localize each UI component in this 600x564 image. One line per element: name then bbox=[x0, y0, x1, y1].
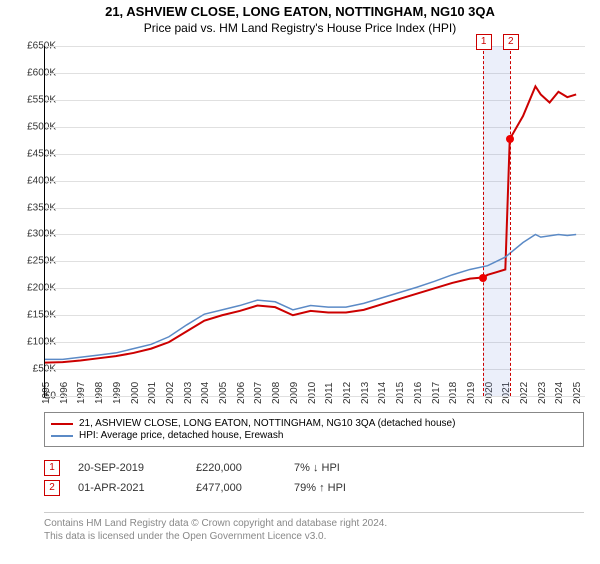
legend: 21, ASHVIEW CLOSE, LONG EATON, NOTTINGHA… bbox=[44, 412, 584, 447]
footer-line-1: Contains HM Land Registry data © Crown c… bbox=[44, 517, 584, 530]
event-row: 2 01-APR-2021 £477,000 79% ↑ HPI bbox=[44, 480, 584, 496]
legend-item: HPI: Average price, detached house, Erew… bbox=[51, 430, 577, 441]
marker-box: 2 bbox=[503, 34, 519, 50]
event-row: 1 20-SEP-2019 £220,000 7% ↓ HPI bbox=[44, 460, 584, 476]
event-change: 79% ↑ HPI bbox=[294, 482, 374, 494]
chart-subtitle: Price paid vs. HM Land Registry's House … bbox=[0, 21, 600, 35]
legend-label: 21, ASHVIEW CLOSE, LONG EATON, NOTTINGHA… bbox=[79, 418, 455, 429]
event-number-box: 1 bbox=[44, 460, 60, 476]
footer-line-2: This data is licensed under the Open Gov… bbox=[44, 530, 584, 543]
event-change: 7% ↓ HPI bbox=[294, 462, 374, 474]
marker-dot bbox=[506, 135, 514, 143]
marker-box: 1 bbox=[476, 34, 492, 50]
legend-item: 21, ASHVIEW CLOSE, LONG EATON, NOTTINGHA… bbox=[51, 418, 577, 429]
event-price: £220,000 bbox=[196, 462, 276, 474]
chart-container: 21, ASHVIEW CLOSE, LONG EATON, NOTTINGHA… bbox=[0, 4, 600, 564]
event-date: 01-APR-2021 bbox=[78, 482, 178, 494]
legend-swatch bbox=[51, 435, 73, 437]
series-line bbox=[45, 234, 576, 359]
legend-label: HPI: Average price, detached house, Erew… bbox=[79, 430, 283, 441]
event-table: 1 20-SEP-2019 £220,000 7% ↓ HPI 2 01-APR-2021… bbox=[44, 456, 584, 500]
event-price: £477,000 bbox=[196, 482, 276, 494]
event-number-box: 2 bbox=[44, 480, 60, 496]
chart-title: 21, ASHVIEW CLOSE, LONG EATON, NOTTINGHA… bbox=[0, 4, 600, 19]
marker-dot bbox=[479, 274, 487, 282]
series-line bbox=[45, 86, 576, 362]
legend-swatch bbox=[51, 423, 73, 425]
footer-attribution: Contains HM Land Registry data © Crown c… bbox=[44, 512, 584, 543]
line-series bbox=[45, 46, 585, 396]
event-date: 20-SEP-2019 bbox=[78, 462, 178, 474]
plot-area: 12 bbox=[44, 46, 585, 397]
